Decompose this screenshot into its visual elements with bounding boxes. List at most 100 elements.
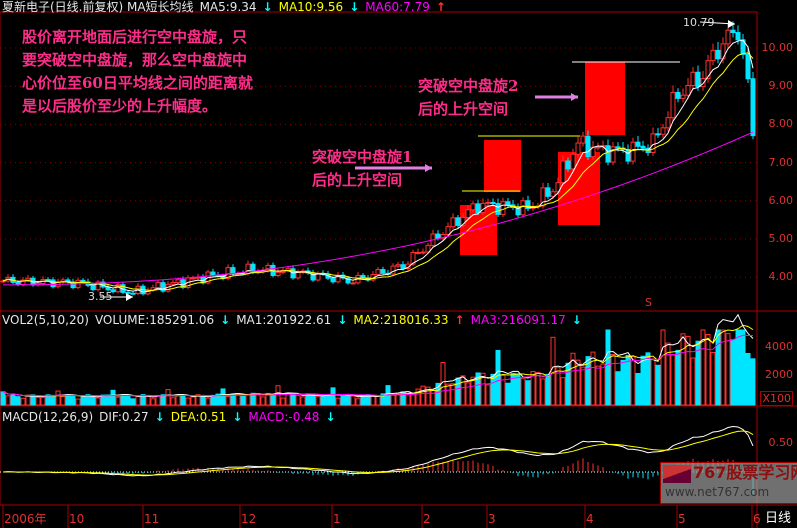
volume-bar (95, 397, 101, 406)
arrow-head (425, 164, 432, 172)
candle (730, 29, 736, 34)
dif-line (2, 425, 754, 477)
date-tick-label: 11 (144, 512, 160, 526)
candle (550, 191, 556, 197)
candle (750, 78, 756, 137)
period-label[interactable]: 日线 (765, 511, 792, 526)
volume-bar (485, 384, 491, 406)
candle (415, 251, 421, 254)
volume-bar (105, 394, 111, 406)
candle (460, 216, 466, 226)
volume-bar (220, 388, 226, 406)
candle (450, 217, 456, 228)
volume-bar (660, 329, 666, 406)
volume-bar (445, 383, 451, 406)
candle (330, 277, 336, 283)
volume-bar (670, 354, 676, 406)
volume-bar (450, 383, 456, 406)
watermark: 767股票学习网 www.net767.com (660, 462, 797, 504)
date-tick-label: 4 (586, 512, 594, 526)
volume-bar (685, 335, 691, 406)
volume-bar (315, 396, 321, 406)
candle (95, 281, 101, 291)
volume-bar (710, 352, 716, 406)
candle (725, 29, 731, 45)
candle (125, 291, 131, 294)
candle (230, 267, 236, 275)
candle (670, 91, 676, 119)
candle (350, 282, 356, 285)
volume-bar (5, 395, 11, 406)
ma60-line (2, 131, 754, 286)
volume-bar (520, 377, 526, 406)
volume-readout: VOLUME:185291.06 ↓ (94, 313, 231, 327)
volume-bar (560, 377, 566, 406)
volume-bar (490, 373, 496, 406)
candle (470, 203, 476, 211)
volume-bar (195, 394, 201, 406)
volume-bar (225, 396, 231, 406)
candle (690, 71, 696, 87)
volume-bar (240, 395, 246, 406)
volume-bar (20, 397, 26, 406)
candle (0, 280, 6, 283)
volume-bar (415, 388, 421, 406)
volume-bar (480, 372, 486, 406)
volume-bar (675, 349, 681, 406)
volume-bar (160, 394, 166, 406)
vol-ma2: MA2:218016.33 ↑ (353, 313, 465, 327)
volume-bar (75, 398, 81, 406)
candle (475, 203, 481, 213)
volume-bar (170, 397, 176, 406)
signal-marker: S (645, 296, 652, 309)
candle (635, 141, 641, 147)
candle (625, 149, 631, 162)
arrow-head (126, 293, 133, 301)
volume-bar (310, 394, 316, 406)
volume-bar (590, 351, 596, 406)
candle (710, 49, 716, 62)
candle (595, 146, 601, 149)
volume-bar (215, 393, 221, 406)
candle (445, 226, 451, 236)
candle (425, 244, 431, 253)
candle (680, 94, 686, 99)
date-tick-label: 10 (69, 512, 85, 526)
volume-bar (110, 389, 116, 406)
candle (745, 53, 751, 80)
volume-bar (15, 396, 21, 406)
volume-bar (200, 395, 206, 406)
volume-bar (190, 396, 196, 406)
volume-bar (595, 365, 601, 406)
candle (90, 284, 96, 291)
volume-bar (475, 372, 481, 406)
volume-bar (730, 339, 736, 406)
volume-bar (460, 375, 466, 406)
volume-bar (120, 394, 126, 406)
volume-bar (495, 349, 501, 406)
volume-bar (665, 342, 671, 406)
vol-axis-label: 4000 (765, 340, 793, 353)
dea-line (2, 430, 754, 476)
candle (560, 160, 566, 184)
volume-bar (125, 395, 131, 406)
date-tick-label: 6 (753, 512, 761, 526)
price-tick-label: 7.00 (768, 155, 794, 169)
candle (390, 265, 396, 275)
price-tick-label: 5.00 (768, 232, 794, 245)
candle (580, 135, 586, 144)
candle (700, 77, 706, 88)
arrow-head (571, 93, 578, 101)
price-tick-label: 6.00 (768, 193, 794, 207)
volume-bar (55, 390, 61, 406)
volume-bar (145, 395, 151, 406)
volume-bar (300, 396, 306, 406)
candle (490, 201, 496, 205)
volume-bar (645, 352, 651, 406)
volume-bar (610, 354, 616, 406)
vol-ma1-line (2, 313, 754, 398)
chart-title: 夏新电子(日线.前复权) MA短长均线 (2, 0, 194, 14)
macd-pane-header: MACD(12,26,9) DIF:0.27 ↓ DEA:0.51 ↓ MACD:-0.4… (2, 411, 342, 424)
main-annotation: 股价离开地面后进行空中盘旋，只 要突破空中盘旋，那么空中盘旋中 心价位至60日平均线… (22, 28, 253, 115)
